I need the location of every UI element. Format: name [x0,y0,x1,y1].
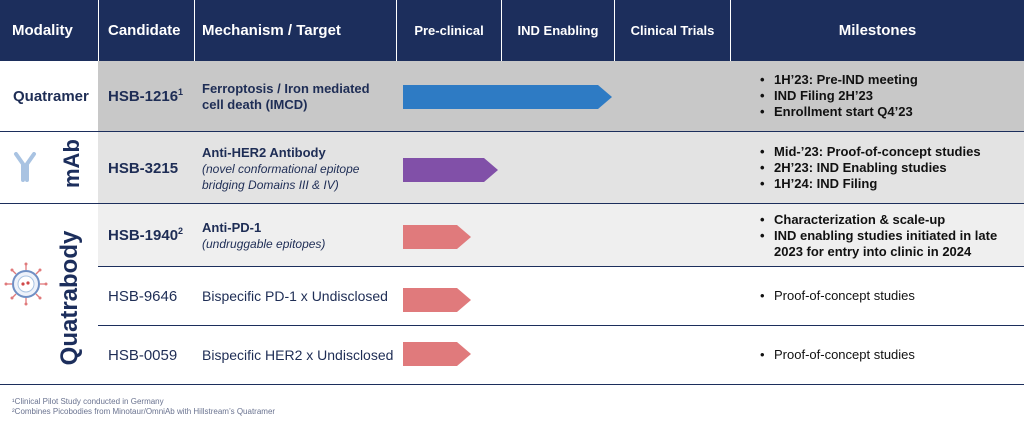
modality-mab: mAb [59,139,84,188]
progress-arrow-shape [403,158,498,182]
table-row: mAb HSB-3215 Anti-HER2 Antibody (novel c… [0,132,1024,203]
mechanism-title: Bispecific HER2 x Undisclosed [202,347,394,363]
mechanism-title: Bispecific PD-1 x Undisclosed [202,288,388,304]
mechanism-subtitle: (novel conformational epitope bridging D… [202,162,360,192]
modality-quatramer: Quatramer [13,88,89,105]
header-modality: Modality [12,22,73,39]
header-divider [98,0,99,61]
table-row: Quatramer HSB-12161 Ferroptosis / Iron m… [0,61,1024,131]
milestone-item: Enrollment start Q4’23 [760,104,1018,120]
mechanism-subtitle: (undruggable epitopes) [202,237,326,251]
header-clinical-trials: Clinical Trials [630,23,715,38]
milestone-list: 1H’23: Pre-IND meeting IND Filing 2H’23 … [760,72,1018,120]
candidate-name: HSB-0059 [108,347,177,364]
header-candidate: Candidate [108,22,181,39]
header-divider [614,0,615,61]
candidate-name: HSB-12161 [108,87,183,105]
table-row: HSB-9646 Bispecific PD-1 x Undisclosed P… [98,267,1024,325]
stage-progress-arrow [403,158,500,182]
footnote-marker: 1 [178,87,184,97]
milestone-item: IND Filing 2H’23 [760,88,1018,104]
progress-arrow-body [403,342,471,366]
milestone-item: Characterization & scale-up [760,212,1018,228]
milestone-item: Mid-’23: Proof-of-concept studies [760,144,1018,160]
milestone-item: IND enabling studies initiated in late 2… [760,228,1018,260]
milestone-item: Proof-of-concept studies [760,347,1018,363]
header-divider [730,0,731,61]
stage-progress-arrow [403,342,473,366]
header-milestones: Milestones [838,22,917,39]
candidate-id: HSB-0059 [108,347,178,364]
mechanism: Anti-HER2 Antibody (novel conformational… [202,145,397,193]
milestone-list: Mid-’23: Proof-of-concept studies 2H’23:… [760,144,1018,192]
virus-particle-icon [4,262,48,311]
mechanism-title: Ferroptosis / Iron mediated cell death (… [202,81,370,112]
progress-arrow-body [403,85,612,109]
progress-arrow-body [403,288,471,312]
table-header: Modality Candidate Mechanism / Target Pr… [0,0,1024,61]
row-divider [98,325,1024,326]
footnote: ²Combines Picobodies from Minotaur/OmniA… [12,407,276,416]
modality-quatrabody: Quatrabody [56,230,83,366]
milestone-list: Proof-of-concept studies [760,288,1018,304]
milestone-list: Characterization & scale-up IND enabling… [760,212,1018,260]
antibody-icon [12,152,38,187]
candidate-name: HSB-19402 [108,226,183,244]
candidate-name: HSB-9646 [108,288,177,305]
stage-progress-arrow [403,85,614,109]
row-divider [0,203,1024,204]
table-bottom-border [0,384,1024,385]
header-preclinical: Pre-clinical [414,23,484,38]
footnote: ¹Clinical Pilot Study conducted in Germa… [12,397,164,406]
progress-arrow-shape [403,288,471,312]
header-mechanism: Mechanism / Target [202,22,341,39]
progress-arrow-body [403,225,471,249]
header-divider [501,0,502,61]
progress-arrow-shape [403,225,471,249]
row-divider [0,131,1024,132]
candidate-id: HSB-9646 [108,288,178,305]
header-divider [194,0,195,61]
mechanism: Anti-PD-1 (undruggable epitopes) [202,220,392,252]
stage-progress-arrow [403,288,473,312]
table-row: HSB-0059 Bispecific HER2 x Undisclosed P… [98,326,1024,384]
table-row: HSB-19402 Anti-PD-1 (undruggable epitope… [98,204,1024,266]
row-divider [98,266,1024,267]
milestone-item: 1H’24: IND Filing [760,176,1018,192]
milestone-list: Proof-of-concept studies [760,347,1018,363]
candidate-id: HSB-1940 [108,227,179,244]
progress-arrow-shape [403,85,612,109]
stage-progress-arrow [403,225,473,249]
candidate-name: HSB-3215 [108,160,178,177]
header-divider [396,0,397,61]
progress-arrow-body [403,158,498,182]
milestone-item: 1H’23: Pre-IND meeting [760,72,1018,88]
candidate-id: HSB-3215 [108,160,179,177]
candidate-id: HSB-1216 [108,88,179,105]
progress-arrow-shape [403,342,471,366]
milestone-item: 2H’23: IND Enabling studies [760,160,1018,176]
milestone-item: Proof-of-concept studies [760,288,1018,304]
mechanism-title: Anti-PD-1 [202,220,262,235]
footnote-marker: 2 [178,226,184,236]
mechanism: Ferroptosis / Iron mediated cell death (… [202,81,392,113]
header-ind-enabling: IND Enabling [517,23,599,38]
mechanism-title: Anti-HER2 Antibody [202,145,326,160]
